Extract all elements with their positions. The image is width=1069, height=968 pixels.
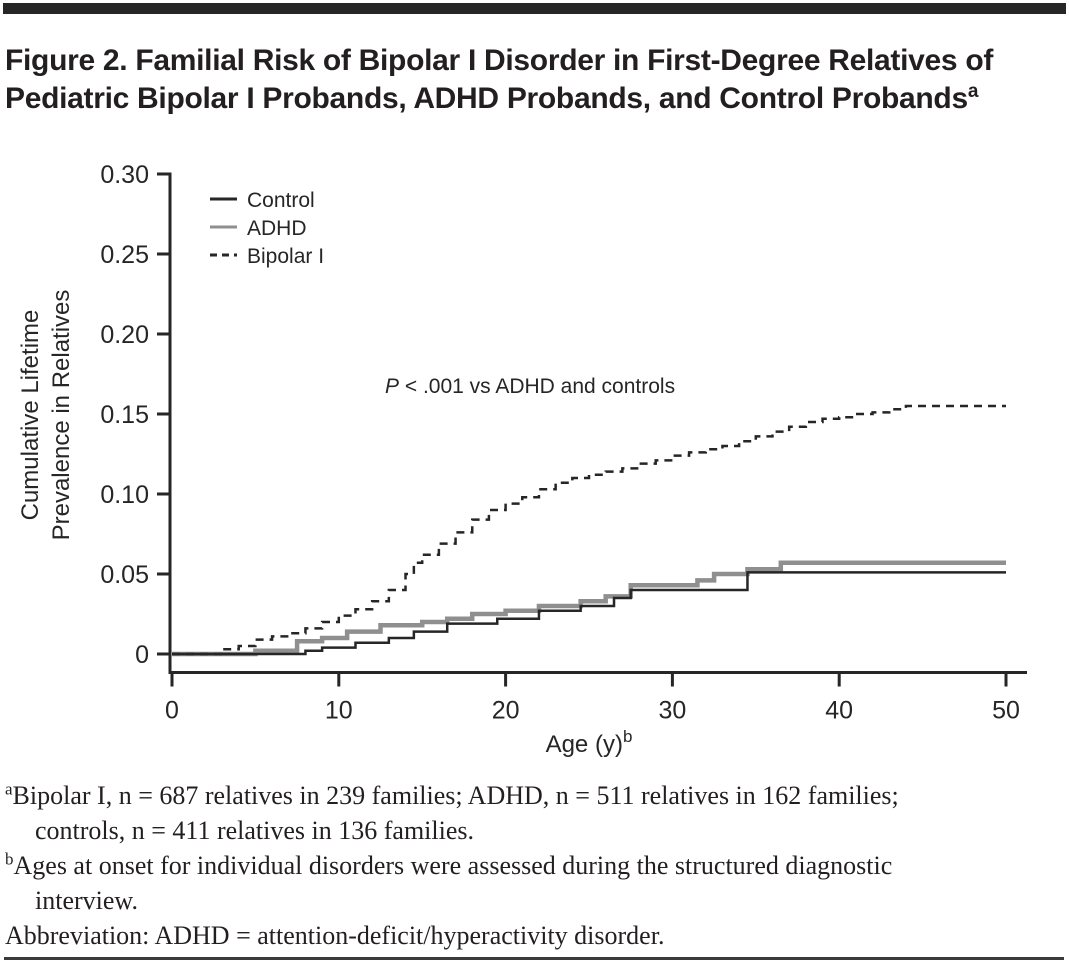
y-tick-label: 0.20 xyxy=(100,321,149,349)
footnote-a-text: Bipolar I, n = 687 relatives in 239 fami… xyxy=(12,781,899,845)
y-axis-label-line-1: Cumulative Lifetime xyxy=(17,310,44,521)
x-tick-label: 20 xyxy=(492,697,520,725)
pvalue-annotation: P < .001 vs ADHD and controls xyxy=(385,375,675,398)
footnote-b-marker: b xyxy=(5,849,14,869)
figure-title-footnote-marker: a xyxy=(967,81,979,103)
series-bipolar-i-line xyxy=(172,404,1006,656)
x-tick-label: 0 xyxy=(165,697,179,725)
x-tick-label: 40 xyxy=(825,697,853,725)
y-tick-label: 0.10 xyxy=(100,481,149,509)
footnote-b: bAges at onset for individual disorders … xyxy=(5,848,990,918)
footnote-a: aBipolar I, n = 687 relatives in 239 fam… xyxy=(5,778,990,848)
y-tick-label: 0.15 xyxy=(100,401,149,429)
footnote-abbreviation: Abbreviation: ADHD = attention-deficit/h… xyxy=(5,918,990,953)
footnotes: aBipolar I, n = 687 relatives in 239 fam… xyxy=(5,778,990,953)
legend-label-adhd: ADHD xyxy=(247,217,307,240)
legend-label-bipolar-i: Bipolar I xyxy=(247,245,324,268)
y-tick-label: 0.30 xyxy=(100,161,149,189)
x-tick-label: 10 xyxy=(325,697,353,725)
figure-title-text: Figure 2. Familial Risk of Bipolar I Dis… xyxy=(5,44,994,116)
y-axis-label-line-2: Prevalence in Relatives xyxy=(48,290,75,541)
figure-title: Figure 2. Familial Risk of Bipolar I Dis… xyxy=(5,42,1010,118)
y-tick-label: 0 xyxy=(135,641,149,669)
footnote-a-marker: a xyxy=(5,779,13,799)
footnote-abbreviation-text: Abbreviation: ADHD = attention-deficit/h… xyxy=(5,921,665,950)
top-rule xyxy=(3,3,1066,14)
y-tick-label: 0.25 xyxy=(100,241,149,269)
footnote-b-text: Ages at onset for individual disorders w… xyxy=(13,851,893,915)
x-tick-label: 30 xyxy=(658,697,686,725)
x-axis-label: Age (y)b xyxy=(546,727,633,758)
bottom-rule xyxy=(4,957,1064,960)
series-adhd-line xyxy=(172,560,1006,657)
legend-label-control: Control xyxy=(247,189,315,212)
x-tick-label: 50 xyxy=(992,697,1020,725)
y-tick-label: 0.05 xyxy=(100,561,149,589)
series-control-line xyxy=(172,571,1006,656)
